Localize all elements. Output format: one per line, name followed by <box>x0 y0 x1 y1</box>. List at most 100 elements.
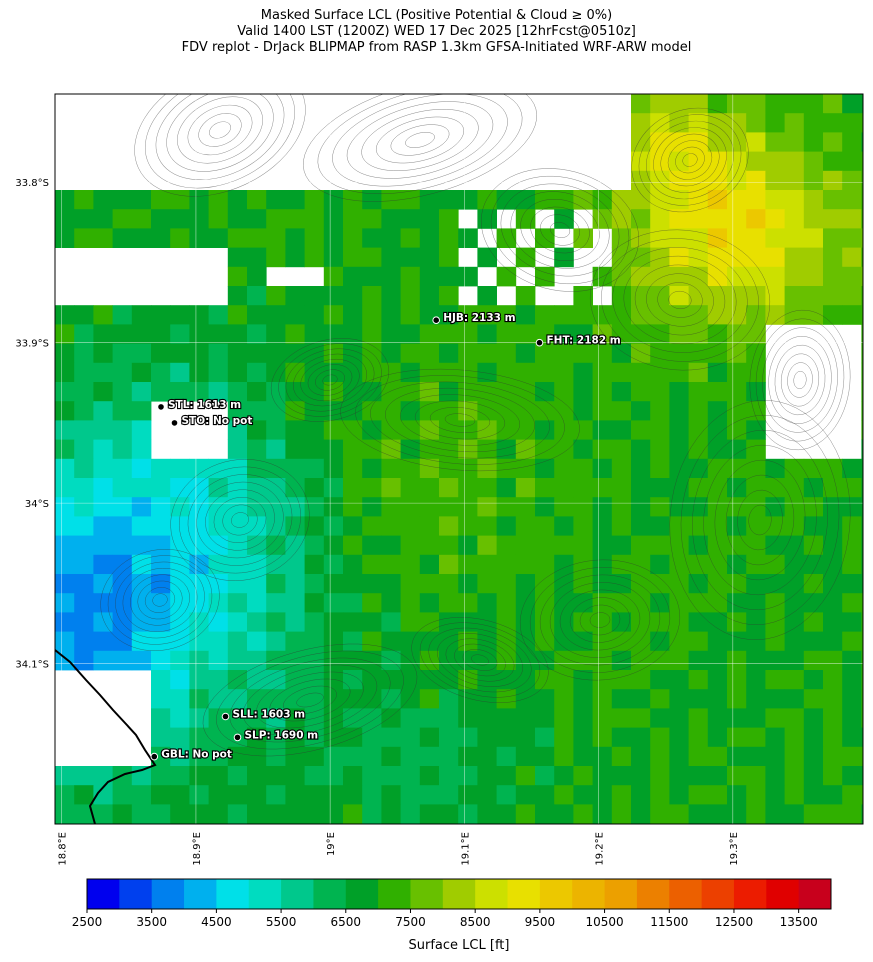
lcl-cell <box>93 439 113 460</box>
lcl-cell <box>189 382 209 402</box>
lcl-cell <box>266 631 286 652</box>
lcl-cell <box>93 785 113 805</box>
contour-line <box>283 685 337 715</box>
station-marker[interactable] <box>221 712 230 721</box>
lcl-cell <box>803 497 824 517</box>
lcl-cell <box>669 382 689 402</box>
lcl-cell <box>669 823 689 824</box>
map-area[interactable]: HJB: 2133 m FHT: 2182 m STL: 1613 m STO: No… <box>55 38 873 844</box>
lcl-cell <box>439 478 459 498</box>
colorbar-tick-label: 4500 <box>201 915 232 929</box>
lcl-cell <box>419 401 440 421</box>
station-marker[interactable] <box>535 338 544 347</box>
lcl-cell <box>112 535 133 556</box>
lcl-cell <box>496 497 517 517</box>
lcl-cell <box>496 670 517 690</box>
lcl-cell <box>208 670 229 690</box>
lcl-cell <box>746 823 766 824</box>
contour-line <box>375 116 465 164</box>
lcl-cell <box>727 151 747 172</box>
lcl-cell <box>765 785 785 805</box>
lcl-cell <box>362 382 382 402</box>
station-gbl[interactable]: GBL: No pot <box>150 747 233 762</box>
lcl-cell <box>304 305 325 325</box>
contour-line <box>300 358 360 402</box>
lcl-cell <box>151 708 171 728</box>
lcl-cell <box>131 343 152 364</box>
lcl-cell <box>823 535 843 556</box>
lcl-cell <box>266 247 286 268</box>
lcl-cell <box>496 554 517 575</box>
lcl-cell <box>842 804 862 824</box>
lcl-cell <box>631 746 651 767</box>
lcl-cell <box>573 362 593 383</box>
lcl-cell <box>669 362 689 383</box>
lcl-cell <box>784 286 805 306</box>
lcl-cell <box>611 190 632 210</box>
station-fht[interactable]: FHT: 2182 m <box>535 334 622 348</box>
lcl-cell <box>669 708 689 728</box>
lcl-cell <box>803 266 824 287</box>
lcl-cell <box>227 535 248 556</box>
station-slp[interactable]: SLP: 1690 m <box>233 728 319 743</box>
lcl-cell <box>823 305 843 325</box>
lcl-cell <box>823 151 843 172</box>
contour-line <box>675 146 705 174</box>
lcl-cell <box>74 516 94 536</box>
lcl-cell <box>439 247 459 268</box>
station-sto[interactable]: STO: No pot <box>170 414 254 428</box>
lcl-cell <box>688 574 709 594</box>
lcl-cell <box>765 478 785 498</box>
lcl-cell <box>631 804 651 824</box>
lcl-cell <box>55 382 75 402</box>
lcl-cell <box>573 574 593 594</box>
colorbar-swatch <box>87 879 120 909</box>
station-marker[interactable] <box>170 419 179 427</box>
lcl-cell <box>707 151 728 172</box>
lcl-cell <box>535 574 555 594</box>
lcl-cell <box>803 94 824 114</box>
lcl-cell <box>784 823 805 824</box>
station-marker[interactable] <box>150 752 159 761</box>
lcl-cell <box>112 478 133 498</box>
lcl-cell <box>247 382 267 402</box>
station-marker[interactable] <box>157 403 165 411</box>
lcl-cell <box>784 94 805 114</box>
contour-line <box>292 353 368 407</box>
lcl-cell <box>554 478 574 498</box>
lcl-cell <box>650 554 670 575</box>
lcl-cell <box>535 516 555 536</box>
contour-line <box>601 238 759 362</box>
lcl-cell <box>112 516 133 536</box>
lcl-cell <box>266 478 286 498</box>
lcl-cell <box>362 535 382 556</box>
lcl-cell <box>861 286 863 306</box>
lcl-cell <box>55 228 75 248</box>
lcl-cell <box>592 631 613 652</box>
station-marker[interactable] <box>432 316 441 325</box>
lcl-cell <box>381 382 401 402</box>
lcl-cell <box>554 554 574 575</box>
lcl-cell <box>765 766 785 786</box>
lcl-cell <box>861 209 863 229</box>
station-hjb[interactable]: HJB: 2133 m <box>432 311 517 325</box>
lcl-cell <box>208 382 229 402</box>
lcl-cell <box>765 113 785 133</box>
lcl-cell <box>515 689 536 709</box>
station-sll[interactable]: SLL: 1603 m <box>221 707 306 722</box>
station-stl[interactable]: STL: 1613 m <box>157 398 242 412</box>
lcl-cell <box>669 785 689 805</box>
lcl-cell <box>131 516 152 536</box>
lcl-cell <box>496 190 517 210</box>
station-marker[interactable] <box>233 733 242 742</box>
lcl-cell <box>803 535 824 556</box>
lcl-cell <box>227 689 248 709</box>
lcl-cell <box>400 766 421 786</box>
coastline <box>55 649 157 824</box>
lcl-cell <box>189 554 209 575</box>
lcl-cell <box>707 823 728 824</box>
lcl-cell <box>861 132 863 152</box>
lcl-cell <box>650 170 670 191</box>
lcl-cell <box>419 190 440 210</box>
contour-line <box>242 664 378 736</box>
